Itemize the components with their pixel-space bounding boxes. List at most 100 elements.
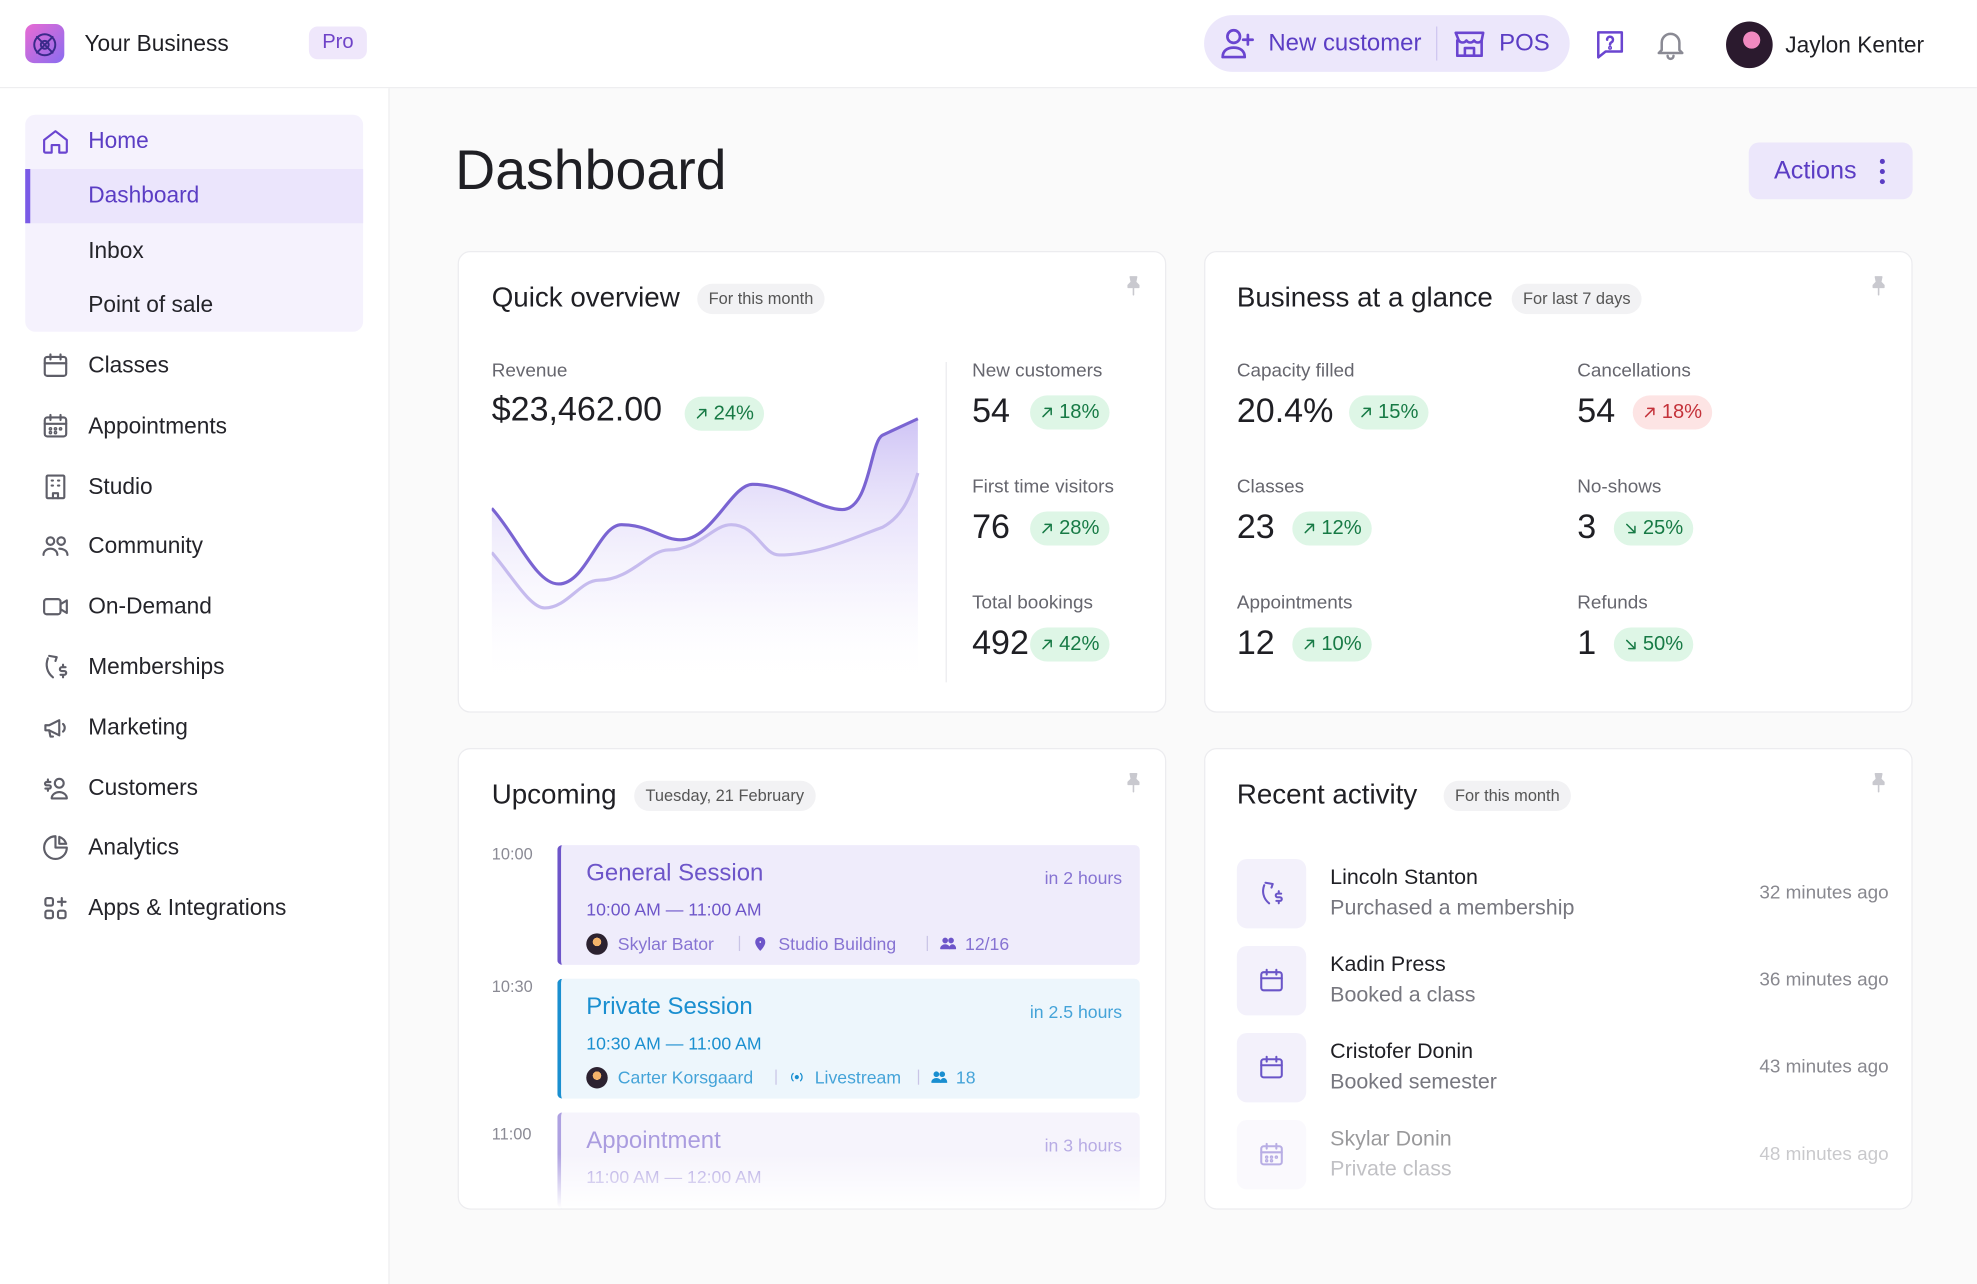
time-label: 11:00 [491, 1124, 532, 1144]
nav-item[interactable]: On-Demand [88, 593, 212, 619]
icon-part [58, 426, 63, 431]
nav-icon [42, 536, 69, 557]
stat-value: 12 [1236, 623, 1275, 662]
activity-action: Booked semester [1330, 1069, 1497, 1094]
icon-part [1264, 1154, 1269, 1159]
event-host: Carter Korsgaard [617, 1067, 754, 1088]
change-badge: 10% [1292, 627, 1372, 662]
icon-part [48, 430, 53, 435]
card-title: Recent activity [1236, 778, 1418, 810]
icon-part [1262, 883, 1271, 904]
menu-dot [1879, 158, 1885, 164]
icon-part [42, 548, 59, 557]
stat-value: 54 [972, 391, 1010, 430]
icon-part [1657, 32, 1684, 55]
nav-icon [44, 777, 68, 799]
icon-part [1274, 889, 1283, 904]
nav-sub-item[interactable]: Inbox [88, 237, 144, 263]
event-card[interactable] [557, 978, 1140, 1099]
attendees-icon [940, 937, 957, 950]
line-lower [491, 472, 920, 610]
time-label: 10:00 [491, 844, 533, 864]
change-value: 15% [1378, 401, 1419, 423]
trend-arrow [1042, 523, 1052, 534]
icon-part [44, 718, 61, 737]
nav-item[interactable]: Classes [88, 352, 169, 378]
icon-part [1361, 407, 1371, 418]
stat-value: 1 [1577, 623, 1597, 662]
icon-part [48, 426, 53, 431]
business-name: Your Business [84, 30, 229, 57]
activity-name: Skylar Donin [1330, 1126, 1452, 1151]
activity-name: Cristofer Donin [1330, 1039, 1474, 1064]
activity-icon [1260, 1142, 1283, 1165]
nav-item[interactable]: Apps & Integrations [88, 895, 287, 921]
icon-part [949, 944, 957, 950]
nav-icon [45, 654, 68, 679]
pos-button[interactable]: POS [1499, 30, 1550, 57]
pin-icon [1872, 773, 1885, 793]
event-relative: in 2.5 hours [1029, 1001, 1123, 1022]
home-icon [43, 130, 68, 154]
menu-dot [1879, 179, 1885, 185]
nav-item[interactable]: Community [88, 533, 204, 559]
nav-item[interactable]: Studio [88, 473, 153, 499]
nav-item[interactable]: Appointments [88, 412, 228, 439]
area-lower [491, 472, 918, 682]
trend-arrow [1625, 639, 1636, 650]
nav-item[interactable]: Analytics [88, 834, 180, 861]
pill-divider [1436, 26, 1438, 61]
change-badge: 25% [1613, 511, 1694, 546]
nav-item[interactable]: Customers [88, 774, 198, 800]
icon-part [56, 909, 67, 920]
card-title: Upcoming [491, 778, 617, 810]
nav-sub-item[interactable]: Dashboard [88, 182, 200, 208]
change-badge: 12% [1292, 511, 1372, 546]
meta-sep [918, 1069, 920, 1085]
icon-part [1042, 639, 1052, 650]
nav-home[interactable]: Home [88, 128, 149, 154]
event-relative: in 3 hours [1044, 1135, 1123, 1156]
stat-label: Cancellations [1577, 360, 1691, 382]
activity-icon-box [1236, 1120, 1307, 1190]
change-badge: 15% [1349, 395, 1429, 430]
icon-part [1605, 35, 1615, 46]
icon-part [1304, 639, 1315, 650]
icon-part [48, 728, 55, 738]
stat-label: Revenue [491, 360, 568, 382]
actions-button[interactable] [1748, 142, 1913, 200]
event-host: Skylar Bator [617, 933, 714, 954]
nav-item[interactable]: Marketing [88, 714, 188, 740]
nav-sub-item[interactable]: Point of sale [88, 291, 214, 318]
new-customer-button[interactable]: New customer [1268, 30, 1422, 57]
icon-part [50, 790, 68, 799]
icon-part [39, 39, 50, 50]
actions-label: Actions [1773, 157, 1857, 185]
icon-part [1264, 1158, 1269, 1162]
event-time: 10:00 AM — 11:00 AM [586, 899, 762, 920]
icon-part [58, 836, 68, 846]
icon-part [1226, 28, 1242, 45]
nav-icon [44, 718, 66, 738]
active-row [25, 169, 364, 224]
icon-part [933, 1071, 940, 1078]
activity-icon [1260, 968, 1283, 991]
location-icon [791, 1072, 803, 1082]
icon-part [1221, 46, 1247, 59]
event-card[interactable] [557, 845, 1140, 965]
nav-icon [43, 353, 68, 377]
icon-part [43, 416, 68, 438]
stat-label: No-shows [1577, 476, 1662, 498]
icon-part [1608, 45, 1613, 50]
plan-badge: Pro [308, 26, 367, 60]
stat-value: $23,462.00 [491, 390, 663, 429]
stat-label: First time visitors [972, 476, 1114, 498]
nav-icon [43, 598, 68, 616]
activity-name: Lincoln Stanton [1330, 865, 1478, 890]
pin-icon [1872, 276, 1885, 296]
icon-part [43, 835, 68, 861]
event-attendees: 18 [955, 1067, 976, 1088]
icon-part [1042, 523, 1052, 534]
nav-item[interactable]: Memberships [88, 653, 225, 680]
